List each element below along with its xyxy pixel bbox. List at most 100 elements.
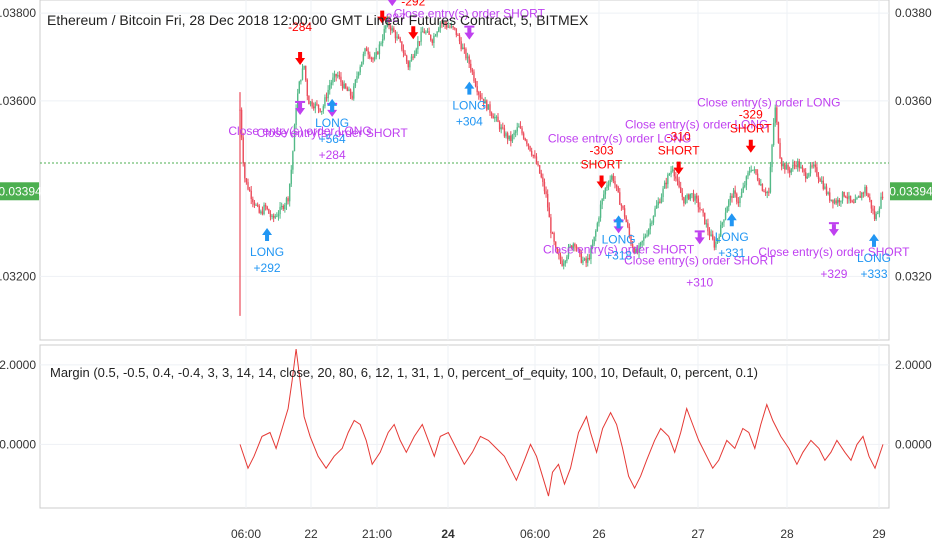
candles — [239, 15, 884, 316]
long-profit-label: +333 — [860, 267, 887, 281]
close-bar-icon — [694, 230, 705, 233]
candle-body — [330, 82, 333, 85]
candle-body — [609, 179, 611, 185]
candle-body — [476, 86, 478, 93]
candle-body — [298, 81, 300, 94]
candle-body — [659, 201, 661, 203]
candle-body — [708, 231, 711, 237]
candle-body — [284, 204, 286, 210]
candle-body — [856, 197, 858, 199]
close-marker: Close entry(s) order SHORT +284 — [257, 102, 408, 162]
close-marker: Close entry(s) order LONG — [228, 100, 372, 138]
candle-body — [853, 202, 855, 204]
candle-body — [619, 192, 621, 205]
candle-body — [691, 193, 693, 195]
candle-body — [527, 143, 530, 147]
candle-body — [481, 97, 483, 99]
current-price-label-right: 0.03394 — [889, 184, 932, 198]
candle-body — [396, 36, 398, 39]
long-arrow-icon — [726, 213, 737, 227]
candle-body — [837, 199, 839, 204]
long-profit-label: +318 — [605, 248, 632, 262]
candle-body — [308, 96, 310, 105]
candle-body — [877, 213, 879, 215]
candle-body — [779, 142, 781, 159]
candle-body — [734, 190, 736, 194]
candle-body — [436, 31, 438, 36]
candle-body — [305, 65, 307, 80]
candle-body — [394, 31, 397, 39]
candle-body — [561, 260, 563, 266]
candle-body — [513, 132, 515, 136]
candle-body — [503, 128, 506, 137]
candle-body — [801, 166, 804, 170]
candle-body — [563, 263, 565, 266]
price-tick-label-left: 0.03200 — [0, 269, 36, 283]
candle-body — [559, 255, 562, 261]
candle-body — [696, 195, 698, 199]
candle-body — [591, 244, 594, 249]
candle-body — [444, 22, 446, 25]
candle-body — [534, 155, 536, 157]
candle-body — [269, 213, 272, 218]
candle-body — [474, 80, 477, 87]
candle-body — [697, 198, 700, 208]
candle-body — [625, 216, 627, 223]
candle-body — [429, 34, 432, 40]
candle-body — [306, 79, 309, 97]
candle-body — [425, 32, 427, 34]
current-price-badge-left — [0, 182, 39, 201]
price-tick-label-left: 0.03800 — [0, 6, 36, 20]
candle-body — [542, 177, 544, 182]
candle-body — [798, 161, 800, 169]
candle-body — [423, 31, 425, 34]
candle-body — [433, 35, 435, 43]
candle-body — [704, 212, 706, 224]
candle-body — [758, 179, 760, 185]
candle-body — [356, 76, 358, 80]
candle-body — [378, 44, 381, 55]
candle-body — [812, 164, 815, 166]
candle-body — [620, 204, 623, 206]
close-arrow-icon — [694, 232, 705, 245]
candle-body — [345, 83, 347, 89]
candle-body — [867, 194, 869, 198]
candle-body — [260, 211, 262, 213]
candle-body — [404, 52, 406, 56]
candle-body — [750, 170, 752, 172]
candle-body — [723, 219, 725, 223]
candle-body — [843, 191, 845, 197]
candle-body — [684, 198, 687, 204]
candle-body — [385, 25, 387, 30]
candle-body — [638, 245, 640, 253]
candle-body — [599, 204, 602, 218]
candle-body — [388, 18, 390, 27]
candle-body — [261, 211, 264, 215]
candle-body — [457, 34, 459, 36]
candle-body — [846, 197, 849, 199]
candle-body — [280, 205, 283, 207]
long-label: LONG — [315, 116, 349, 130]
candle-body — [256, 204, 259, 206]
candle-body — [854, 198, 857, 203]
candle-body — [665, 182, 667, 185]
candle-body — [288, 183, 291, 202]
candle-body — [301, 68, 304, 80]
candle-body — [784, 163, 786, 170]
close-order-label: Close entry(s) order SHORT — [758, 245, 910, 259]
candle-body — [442, 22, 445, 24]
candle-body — [511, 135, 514, 142]
candle-body — [548, 207, 550, 218]
long-marker: LONG +304 — [452, 81, 486, 129]
candle-body — [686, 194, 688, 199]
candle-body — [769, 167, 772, 193]
candle-body — [314, 103, 317, 109]
close-order-label: Close entry(s) order LONG — [697, 96, 840, 110]
candle-body — [641, 240, 643, 243]
candle-body — [848, 195, 850, 199]
candle-body — [569, 245, 571, 247]
candle-body — [804, 172, 807, 179]
candle-body — [558, 253, 560, 256]
